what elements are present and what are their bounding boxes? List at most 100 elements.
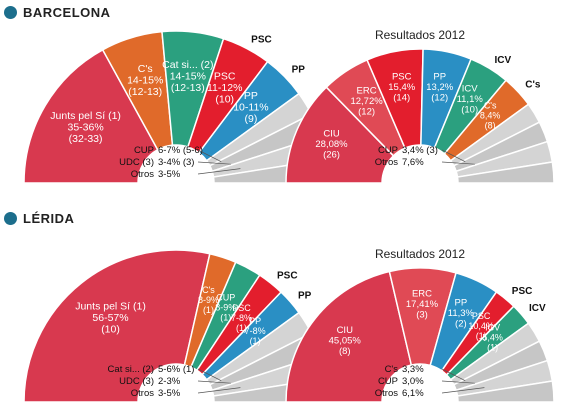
slice-label-line: 12,72% bbox=[350, 96, 383, 107]
slice-label: PSC 10,4% (1) bbox=[468, 311, 494, 341]
slice-label-line: 8,4% bbox=[480, 110, 501, 120]
slice-label-line: CUP bbox=[216, 293, 235, 303]
slice-label-line: PSC bbox=[232, 303, 251, 313]
minor-party-label: Otros bbox=[131, 169, 154, 180]
slice-label-line: (9) bbox=[245, 113, 258, 125]
minor-party-name: Otros bbox=[131, 388, 154, 399]
leader-line bbox=[441, 387, 485, 394]
slice-label-line: (1) bbox=[487, 342, 498, 352]
slice-label-line: (1) bbox=[476, 331, 487, 341]
leader-line bbox=[197, 168, 241, 175]
minor-party-label: Otros bbox=[131, 388, 154, 399]
slice-label-line: C's bbox=[484, 100, 497, 110]
section-header-lerida: LÉRIDA bbox=[4, 211, 74, 226]
outer-party-name: PSC bbox=[512, 286, 533, 297]
slice-label-line: (10) bbox=[215, 93, 234, 105]
minor-party-name: C's bbox=[385, 364, 399, 375]
slice-label-line: (10) bbox=[461, 104, 478, 115]
slice-label: Junts pel Sí (1) 56-57% (10) bbox=[75, 300, 146, 335]
slice-label-line: PP bbox=[433, 72, 446, 83]
outer-party-name: ICV bbox=[529, 303, 546, 314]
slice-label-line: (32-33) bbox=[69, 133, 103, 145]
leader-line bbox=[197, 161, 231, 165]
slice-label: PP 7-8% (1) bbox=[245, 316, 266, 346]
minor-party-name: CUP bbox=[134, 145, 154, 156]
minor-party-value: 3-5% bbox=[158, 388, 181, 399]
slice-minor bbox=[456, 161, 555, 184]
slice-label: CIU 28,08% (26) bbox=[315, 128, 348, 160]
outer-party-name: PSC bbox=[277, 270, 298, 281]
slice-label-line: (12) bbox=[358, 107, 375, 118]
slice-label-line: PP bbox=[249, 316, 261, 326]
slice-label-line: 15,4% bbox=[388, 82, 415, 93]
slice-label-line: 13,2% bbox=[426, 82, 453, 93]
section-title: LÉRIDA bbox=[23, 211, 75, 226]
slice-label: C's 14-15% (12-13) bbox=[127, 63, 163, 98]
slice-label-line: 11,3% bbox=[448, 308, 475, 319]
slice-label-line: (1) bbox=[250, 336, 261, 346]
minor-party-value: 6-7% (5-6) bbox=[158, 145, 203, 156]
slice-label-line: 8-9% bbox=[215, 303, 236, 313]
minor-party-name: Cat si... (2) bbox=[108, 364, 154, 375]
slice-ciu bbox=[285, 270, 413, 403]
slice-label-line: (3) bbox=[416, 310, 428, 321]
slice-label-line: 10-11% bbox=[233, 101, 268, 113]
minor-party-value: 7,6% bbox=[402, 157, 424, 168]
slice-ciu bbox=[285, 86, 395, 184]
leader-line bbox=[441, 368, 466, 382]
slice-label-line: 7-8% bbox=[231, 313, 252, 323]
slice-label: Cat si... (2) 14-15% (12-13) bbox=[162, 59, 213, 94]
minor-party-value: 3-5% bbox=[158, 169, 181, 180]
chart-2: CIU 28,08% (26)ERC 12,72% (12)PSC 15,4% (14)PP… bbox=[285, 28, 555, 184]
minor-party-label: CUP bbox=[378, 145, 398, 156]
slice-label-line: PP bbox=[244, 90, 258, 102]
slice-label-line: 35-36% bbox=[68, 122, 104, 134]
slice-label-line: 11-12% bbox=[207, 82, 242, 94]
minor-party-value: 6,1% bbox=[402, 388, 424, 399]
leader-line bbox=[197, 368, 222, 382]
minor-party-label: UDC (3) bbox=[119, 376, 154, 387]
minor-party-label: Otros bbox=[375, 388, 398, 399]
slice-label-line: Junts pel Sí (1) bbox=[50, 110, 121, 122]
slice-label-line: (12) bbox=[431, 93, 448, 104]
minor-party-name: CUP bbox=[378, 376, 398, 387]
minor-party-label: Otros bbox=[375, 157, 398, 168]
slice-label: C's 8-9% (1) bbox=[198, 285, 219, 315]
slice-label: CUP 8-9% (1) bbox=[215, 293, 236, 323]
slice-label: C's 8,4% (8) bbox=[480, 100, 501, 130]
slice-label-line: (12-13) bbox=[171, 82, 205, 94]
section-header-barcelona: BARCELONA bbox=[4, 5, 111, 20]
slice-label-line: 10,4% bbox=[468, 321, 494, 331]
minor-party-name: UDC (3) bbox=[119, 376, 154, 387]
outer-party-name: PP bbox=[298, 290, 312, 301]
slice-label-line: ERC bbox=[412, 289, 432, 300]
slice-label-line: 17,41% bbox=[406, 299, 439, 310]
outer-party-name: PSC bbox=[251, 34, 272, 45]
slice-label-line: PSC bbox=[392, 71, 412, 82]
slice-label-line: PSC bbox=[214, 70, 236, 82]
leader-line bbox=[197, 387, 241, 394]
slice-label: ERC 17,41% (3) bbox=[406, 289, 439, 321]
slice-label-line: (8) bbox=[339, 346, 351, 357]
minor-party-value: 3,4% (3) bbox=[402, 145, 438, 156]
minor-party-name: Otros bbox=[375, 157, 398, 168]
chart-3: Junts pel Sí (1) 56-57% (10) C's 8-9% (1)CUP 8… bbox=[23, 249, 329, 403]
section-title: BARCELONA bbox=[23, 5, 111, 20]
slice-label-line: Junts pel Sí (1) bbox=[75, 300, 146, 312]
slice-label-line: (1) bbox=[236, 323, 247, 333]
slice-label: PP 10-11% (9) bbox=[233, 90, 268, 125]
slice-label: ICV 5,4% (1) bbox=[482, 322, 503, 352]
slice-label-line: 7-8% bbox=[245, 326, 266, 336]
minor-party-value: 5-6% (1) bbox=[158, 364, 194, 375]
leader-line bbox=[197, 149, 222, 163]
minor-party-name: Otros bbox=[131, 169, 154, 180]
slice-label: Junts pel Sí (1) 35-36% (32-33) bbox=[50, 110, 121, 145]
slice-label: PP 11,3% (2) bbox=[448, 298, 475, 330]
section-dot-icon bbox=[4, 212, 17, 225]
slice-junts-pel-s- bbox=[23, 249, 211, 403]
chart-title: Resultados 2012 bbox=[375, 247, 465, 261]
leader-line bbox=[441, 161, 475, 165]
leader-line bbox=[441, 380, 475, 384]
slice-label-line: 5,4% bbox=[482, 332, 503, 342]
minor-party-name: Otros bbox=[375, 388, 398, 399]
